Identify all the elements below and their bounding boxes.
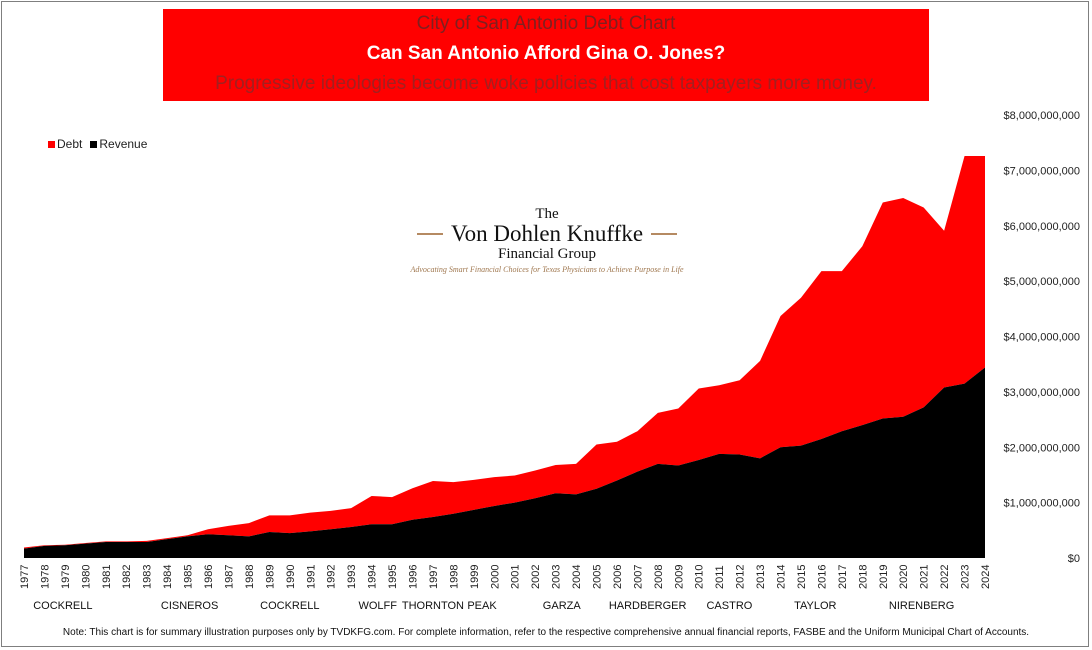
x-tick-label: 1996 bbox=[407, 565, 419, 589]
chart-legend: Debt Revenue bbox=[48, 137, 151, 151]
x-tick-label: 2011 bbox=[714, 565, 726, 589]
x-tick-label: 1992 bbox=[326, 565, 338, 589]
logo-line-group: Financial Group bbox=[498, 246, 596, 262]
y-tick-label: $6,000,000,000 bbox=[1004, 221, 1080, 233]
x-tick-label: 1985 bbox=[183, 565, 195, 589]
x-tick-label: 1986 bbox=[203, 565, 215, 589]
x-tick-label: 1991 bbox=[305, 565, 317, 589]
x-tick-label: 2015 bbox=[796, 565, 808, 589]
x-tick-label: 1980 bbox=[80, 565, 92, 589]
mayor-label: THORNTON bbox=[402, 600, 464, 612]
mayor-label: HARDBERGER bbox=[609, 600, 687, 612]
x-tick-label: 2014 bbox=[776, 565, 788, 589]
y-tick-label: $5,000,000,000 bbox=[1004, 276, 1080, 288]
legend-label-revenue: Revenue bbox=[99, 137, 148, 151]
x-tick-label: 2020 bbox=[898, 565, 910, 589]
chart-subtitle: Can San Antonio Afford Gina O. Jones? bbox=[366, 43, 726, 64]
x-tick-label: 1994 bbox=[367, 565, 379, 589]
legend-item-debt: Debt bbox=[48, 137, 82, 151]
x-tick-label: 2019 bbox=[878, 565, 890, 589]
y-tick-label: $0 bbox=[1068, 553, 1080, 565]
logo-line-the: The bbox=[535, 206, 559, 222]
x-tick-label: 2009 bbox=[673, 565, 685, 589]
x-tick-label: 2005 bbox=[592, 565, 604, 589]
x-tick-label: 1995 bbox=[387, 565, 399, 589]
legend-label-debt: Debt bbox=[57, 137, 83, 151]
mayor-label: NIRENBERG bbox=[889, 600, 954, 612]
logo-tagline: Advocating Smart Financial Choices for T… bbox=[410, 265, 684, 274]
x-tick-label: 1988 bbox=[244, 565, 256, 589]
x-tick-label: 1978 bbox=[39, 565, 51, 589]
x-tick-label: 2006 bbox=[612, 565, 624, 589]
chart-tagline: Progressive ideologies become woke polic… bbox=[215, 73, 877, 94]
x-tick-label: 2024 bbox=[980, 565, 992, 589]
x-tick-label: 2023 bbox=[960, 565, 972, 589]
logo-name-row: Von Dohlen Knuffke bbox=[392, 222, 702, 246]
company-logo: The Von Dohlen Knuffke Financial Group A… bbox=[392, 206, 702, 274]
mayor-label: TAYLOR bbox=[794, 600, 836, 612]
x-tick-label: 2001 bbox=[510, 565, 522, 589]
x-tick-label: 1997 bbox=[428, 565, 440, 589]
x-tick-label: 2016 bbox=[816, 565, 828, 589]
x-tick-label: 1982 bbox=[121, 565, 133, 589]
x-tick-label: 2004 bbox=[571, 565, 583, 589]
x-tick-label: 2012 bbox=[735, 565, 747, 589]
x-tick-label: 1993 bbox=[346, 565, 358, 589]
logo-rule-left bbox=[416, 233, 443, 235]
x-tick-label: 2003 bbox=[551, 565, 563, 589]
mayor-label: CASTRO bbox=[706, 600, 752, 612]
x-tick-label: 2010 bbox=[694, 565, 706, 589]
y-tick-label: $3,000,000,000 bbox=[1004, 387, 1080, 399]
area-series-debt bbox=[24, 155, 985, 549]
y-tick-label: $7,000,000,000 bbox=[1004, 165, 1080, 177]
footnote: Note: This chart is for summary illustra… bbox=[62, 627, 1030, 638]
x-tick-label: 1999 bbox=[469, 565, 481, 589]
x-tick-label: 1979 bbox=[60, 565, 72, 589]
y-tick-label: $8,000,000,000 bbox=[1004, 110, 1080, 122]
mayor-label: COCKRELL bbox=[33, 600, 92, 612]
legend-swatch-revenue bbox=[90, 140, 98, 148]
x-tick-label: 2022 bbox=[939, 565, 951, 589]
y-tick-label: $4,000,000,000 bbox=[1004, 332, 1080, 344]
x-tick-label: 1984 bbox=[162, 565, 174, 589]
chart-title: City of San Antonio Debt Chart bbox=[416, 13, 676, 34]
x-tick-label: 2017 bbox=[837, 565, 849, 589]
area-series-revenue bbox=[24, 367, 985, 558]
mayor-label: COCKRELL bbox=[260, 600, 319, 612]
x-tick-label: 2008 bbox=[653, 565, 665, 589]
mayor-label: PEAK bbox=[467, 600, 497, 612]
x-tick-label: 2013 bbox=[755, 565, 767, 589]
legend-swatch-debt bbox=[48, 140, 55, 148]
x-tick-label: 1989 bbox=[264, 565, 276, 589]
x-tick-label: 1981 bbox=[101, 565, 113, 589]
title-banner: City of San Antonio Debt Chart Can San A… bbox=[163, 9, 929, 101]
x-tick-label: 2000 bbox=[489, 565, 501, 589]
mayor-label: WOLFF bbox=[358, 600, 397, 612]
logo-line-name: Von Dohlen Knuffke bbox=[450, 221, 644, 246]
mayor-label: GARZA bbox=[543, 600, 582, 612]
x-tick-label: 1990 bbox=[285, 565, 297, 589]
x-tick-label: 1983 bbox=[142, 565, 154, 589]
x-tick-label: 1987 bbox=[223, 565, 235, 589]
mayor-label: CISNEROS bbox=[161, 600, 218, 612]
y-tick-label: $1,000,000,000 bbox=[1004, 498, 1080, 510]
logo-rule-right bbox=[651, 233, 678, 235]
x-tick-label: 2007 bbox=[632, 565, 644, 589]
x-tick-label: 2018 bbox=[857, 565, 869, 589]
x-tick-label: 1977 bbox=[19, 565, 31, 589]
x-tick-label: 2021 bbox=[919, 565, 931, 589]
x-tick-label: 1998 bbox=[448, 565, 460, 589]
y-tick-label: $2,000,000,000 bbox=[1004, 442, 1080, 454]
x-tick-label: 2002 bbox=[530, 565, 542, 589]
legend-item-revenue: Revenue bbox=[90, 137, 147, 151]
